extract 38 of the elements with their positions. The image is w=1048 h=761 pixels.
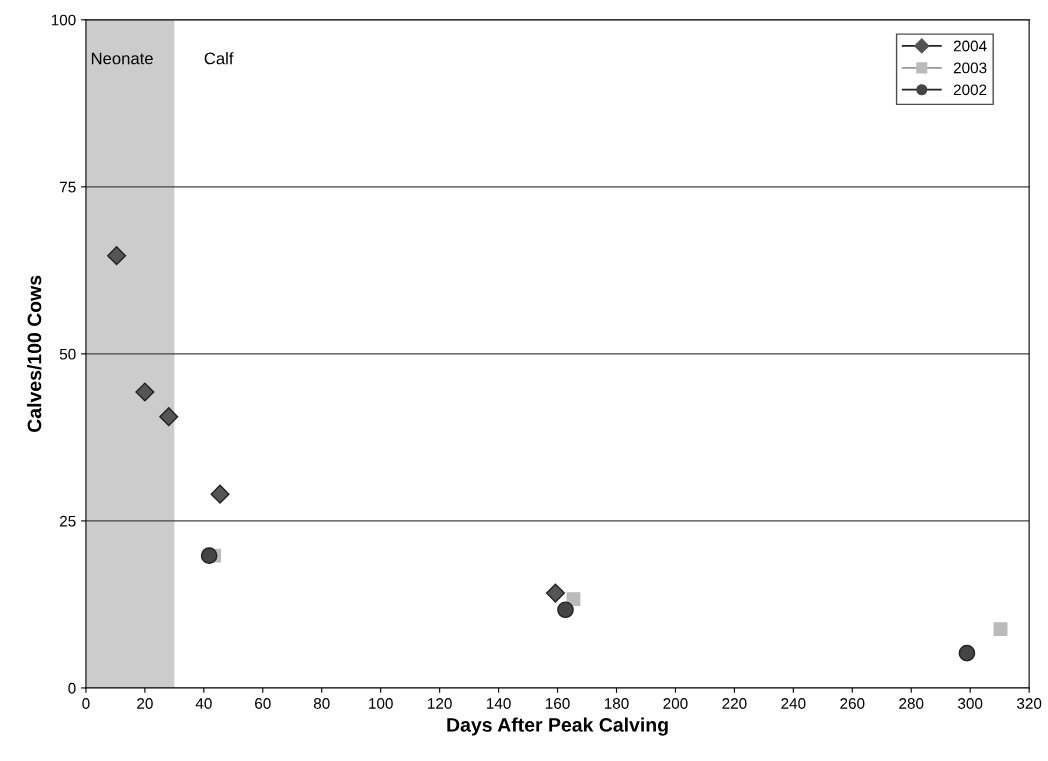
- point: [210, 484, 230, 504]
- annotation: Calf: [204, 52, 234, 65]
- x-tick-label: 0: [82, 698, 90, 709]
- x-tick-label: 260: [840, 698, 865, 709]
- x-tick-label: 200: [663, 698, 688, 709]
- legend-label: 2002: [953, 84, 987, 96]
- y-tick-label: 75: [60, 181, 76, 193]
- point: [958, 644, 976, 662]
- band-label: Neonate: [91, 52, 153, 65]
- point: [135, 382, 155, 402]
- x-tick-label: 60: [255, 698, 271, 709]
- x-tick-label: 20: [137, 698, 153, 709]
- x-tick-label: 100: [369, 698, 393, 709]
- point: [107, 246, 127, 266]
- point: [200, 547, 218, 564]
- x-tick-label: 280: [899, 698, 924, 709]
- x-tick-label: 240: [781, 698, 806, 709]
- x-tick-label: 160: [545, 698, 570, 709]
- x-tick-label: 40: [195, 698, 212, 709]
- legend-label: 2004: [953, 40, 987, 52]
- x-tick-label: 140: [487, 698, 511, 709]
- x-axis-title: Days After Peak Calving: [447, 717, 668, 736]
- point: [545, 583, 566, 603]
- y-tick-label: 0: [68, 682, 76, 694]
- y-axis-title: Calves/100 Cows: [27, 275, 42, 432]
- point: [993, 622, 1008, 637]
- x-tick-label: 180: [604, 698, 629, 709]
- x-tick-label: 120: [428, 698, 452, 709]
- x-tick-label: 80: [313, 698, 330, 709]
- y-tick-label: 50: [59, 348, 76, 360]
- legend-label: 2003: [953, 62, 987, 74]
- x-tick-label: 220: [722, 698, 747, 709]
- point: [159, 407, 179, 427]
- x-tick-label: 320: [1016, 698, 1042, 709]
- y-tick-label: 100: [51, 14, 76, 26]
- point: [557, 601, 574, 619]
- x-tick-label: 300: [958, 698, 983, 709]
- y-tick-label: 25: [59, 515, 76, 527]
